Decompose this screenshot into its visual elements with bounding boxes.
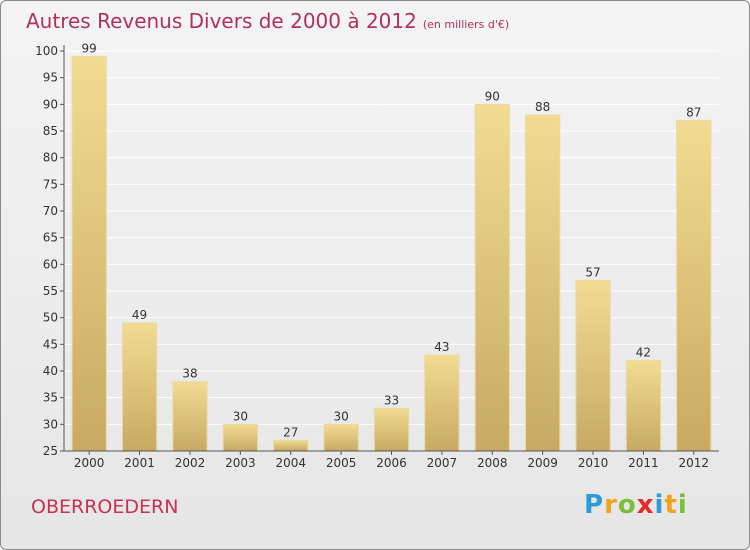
data-label-2002: 38 xyxy=(182,367,197,381)
y-tick-label: 55 xyxy=(43,284,58,298)
x-tick-label: 2005 xyxy=(326,456,357,470)
y-tick-label: 65 xyxy=(43,231,58,245)
logo-letter: P xyxy=(584,490,605,520)
y-tick-label: 85 xyxy=(43,124,58,138)
bar-2011[interactable] xyxy=(625,359,662,452)
bar-2000[interactable] xyxy=(71,55,107,452)
x-tick-label: 2012 xyxy=(679,456,710,470)
bar-2001[interactable] xyxy=(121,322,158,452)
data-label-2000: 99 xyxy=(82,41,97,55)
grid-lines xyxy=(64,50,719,452)
x-tick-label: 2009 xyxy=(527,456,558,470)
bar-2006[interactable] xyxy=(373,407,410,452)
y-tick-label: 70 xyxy=(43,204,58,218)
y-tick-label: 75 xyxy=(43,177,58,191)
data-label-2008: 90 xyxy=(485,89,500,103)
axes: 25 30 35 40 45 50 55 60 65 70 75 80 85 90 95 100 2000 200… xyxy=(35,44,719,470)
bar-2008[interactable] xyxy=(474,103,510,452)
proxiti-logo[interactable]: Proxiti xyxy=(584,490,688,520)
y-tick-label: 50 xyxy=(43,311,58,325)
data-label-2009: 88 xyxy=(535,100,550,114)
bars xyxy=(71,55,712,452)
x-tick-label: 2006 xyxy=(376,456,407,470)
x-tick-label: 2007 xyxy=(427,456,458,470)
y-tick-label: 60 xyxy=(43,257,58,271)
logo-letter: o xyxy=(617,490,637,520)
y-tick-label: 80 xyxy=(43,151,58,165)
data-label-2004: 27 xyxy=(283,425,298,439)
logo-letter: i xyxy=(677,490,688,520)
data-label-2005: 30 xyxy=(333,409,348,423)
data-labels: 99 49 38 30 27 30 33 43 90 88 57 42 87 xyxy=(82,41,702,439)
y-tick-label: 90 xyxy=(43,97,58,111)
bar-2007[interactable] xyxy=(424,354,460,452)
bar-2009[interactable] xyxy=(525,114,561,452)
y-tick-label: 45 xyxy=(43,337,58,351)
y-tick-label: 25 xyxy=(43,444,58,458)
data-label-2010: 57 xyxy=(585,265,600,279)
y-tick-label: 100 xyxy=(35,44,58,58)
data-label-2012: 87 xyxy=(686,105,701,119)
x-tick-label: 2001 xyxy=(124,456,155,470)
data-label-2003: 30 xyxy=(233,409,248,423)
x-tick-label: 2000 xyxy=(74,456,105,470)
y-tick-label: 35 xyxy=(43,391,58,405)
bar-2005[interactable] xyxy=(323,423,359,452)
x-tick-label: 2003 xyxy=(225,456,256,470)
logo-letter: t xyxy=(664,490,678,520)
chart-title: Autres Revenus Divers de 2000 à 2012 (en … xyxy=(26,9,509,33)
data-label-2011: 42 xyxy=(636,345,651,359)
data-label-2001: 49 xyxy=(132,308,147,322)
chart-title-unit: (en milliers d'€) xyxy=(422,18,510,31)
logo-letter: r xyxy=(604,490,618,520)
chart-title-main: Autres Revenus Divers de 2000 à 2012 xyxy=(26,9,417,33)
y-tick-label: 40 xyxy=(43,364,58,378)
logo-letter: x xyxy=(636,490,655,520)
bar-2003[interactable] xyxy=(222,423,258,452)
x-tick-label: 2002 xyxy=(175,456,206,470)
bar-2002[interactable] xyxy=(172,381,208,452)
y-tick-label: 95 xyxy=(43,71,58,85)
bar-2012[interactable] xyxy=(676,119,712,452)
x-tick-label: 2008 xyxy=(477,456,508,470)
logo-letter: i xyxy=(654,490,665,520)
data-label-2007: 43 xyxy=(434,340,449,354)
data-label-2006: 33 xyxy=(384,393,399,407)
x-tick-label: 2010 xyxy=(578,456,609,470)
bar-2004[interactable] xyxy=(273,439,309,452)
bar-2010[interactable] xyxy=(575,279,611,452)
location-name: OBERROEDERN xyxy=(31,496,179,518)
y-tick-label: 30 xyxy=(43,417,58,431)
x-tick-label: 2004 xyxy=(275,456,306,470)
x-tick-label: 2011 xyxy=(628,456,659,470)
